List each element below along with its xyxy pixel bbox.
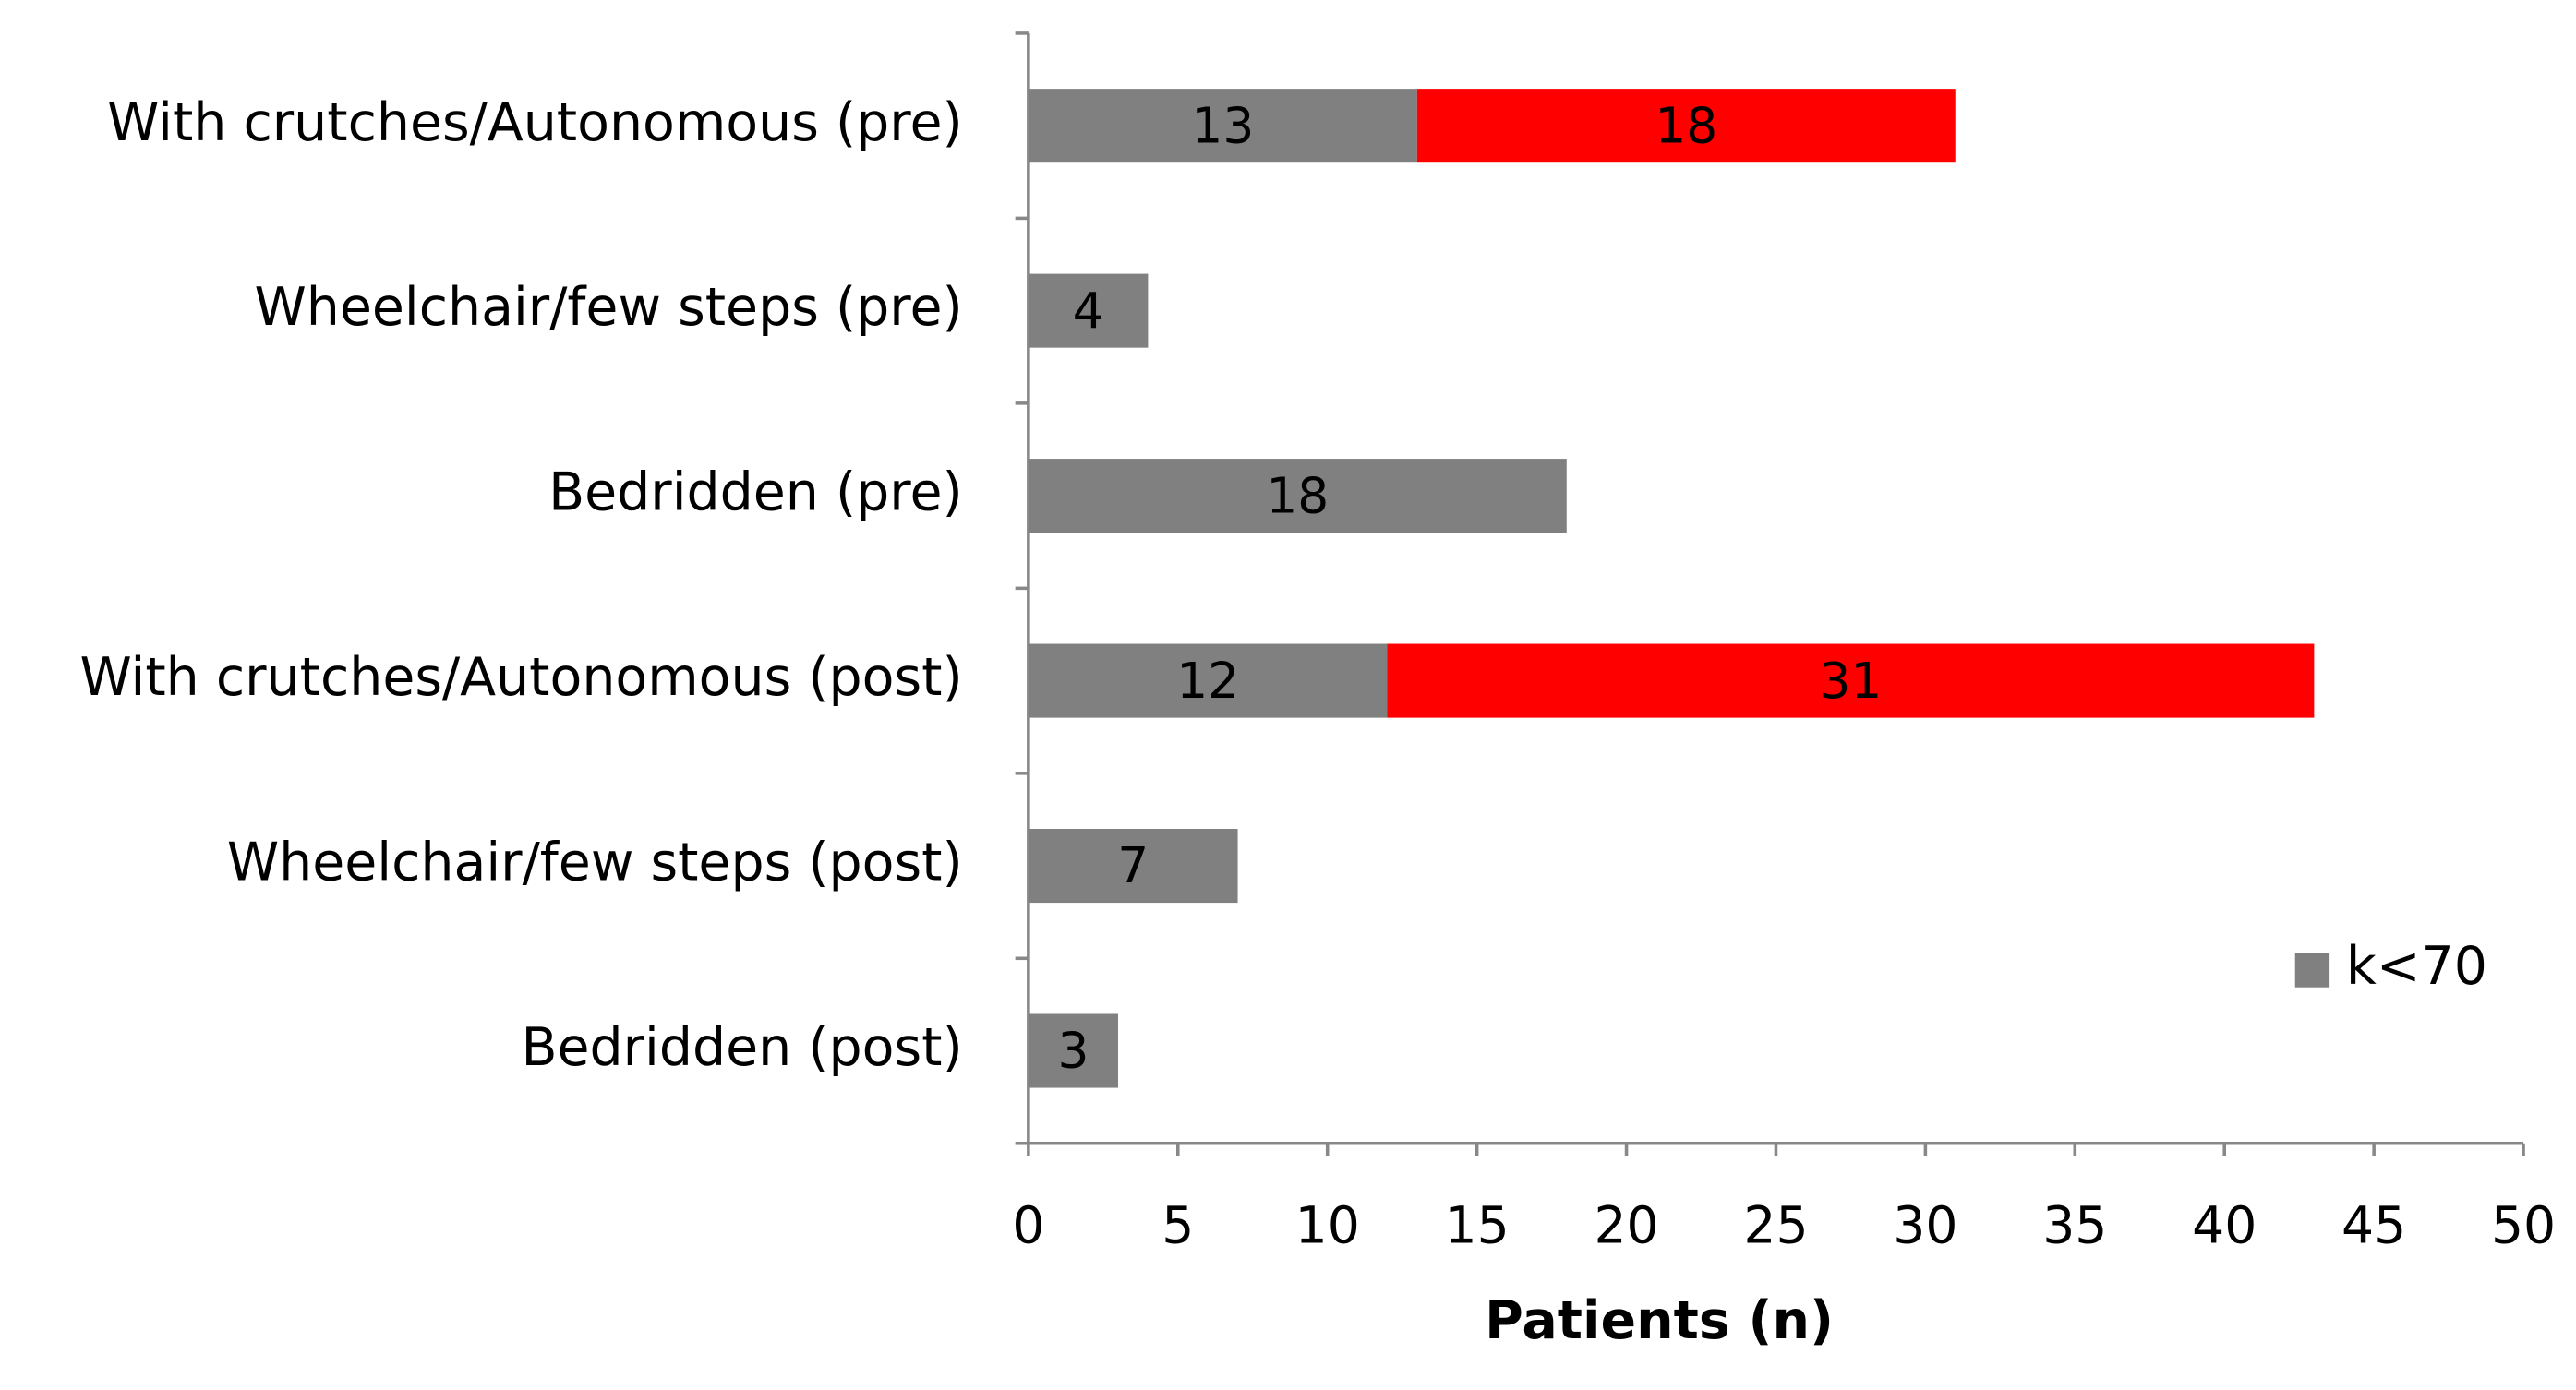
y-tick-label: With crutches/Autonomous (pre) [107, 92, 963, 153]
bar-segment [1028, 643, 1388, 718]
x-axis-title: Patients (n) [1485, 1290, 1834, 1351]
y-tick-label: Wheelchair/few steps (post) [227, 833, 963, 893]
data-label: 18 [1266, 466, 1329, 524]
x-tick-label: 50 [2491, 1196, 2556, 1255]
bar-segment [1028, 89, 1417, 163]
x-tick-label: 25 [1743, 1196, 1808, 1255]
data-label: 4 [1073, 282, 1104, 340]
legend-label: k<70 [2346, 936, 2487, 997]
data-label: 7 [1117, 836, 1149, 894]
data-label: 13 [1191, 96, 1254, 154]
bar-segment [1028, 829, 1238, 904]
x-tick-label: 45 [2341, 1196, 2406, 1255]
y-tick-label: Bedridden (pre) [548, 462, 963, 523]
data-label: 31 [1819, 652, 1882, 710]
x-tick-label: 20 [1594, 1196, 1658, 1255]
bar-segment [1028, 459, 1567, 533]
y-tick-label: With crutches/Autonomous (post) [80, 647, 963, 708]
bar-segment [1028, 1013, 1119, 1088]
x-tick-label: 0 [1012, 1196, 1044, 1255]
bar-segment [1416, 89, 1956, 163]
y-tick-label: Bedridden (post) [521, 1017, 962, 1078]
x-tick-label: 15 [1445, 1196, 1510, 1255]
x-tick-label: 5 [1162, 1196, 1194, 1255]
data-label: 3 [1057, 1022, 1089, 1080]
x-tick-label: 10 [1295, 1196, 1360, 1255]
x-tick-label: 40 [2192, 1196, 2257, 1255]
bar-segment [1387, 643, 2315, 718]
x-tick-label: 35 [2042, 1196, 2107, 1255]
data-label: 18 [1655, 96, 1717, 154]
x-tick-label: 30 [1893, 1196, 1957, 1255]
legend-swatch [2294, 953, 2330, 988]
y-tick-label: Wheelchair/few steps (pre) [255, 277, 963, 338]
data-label: 12 [1176, 652, 1239, 710]
bar-segment [1028, 273, 1149, 348]
